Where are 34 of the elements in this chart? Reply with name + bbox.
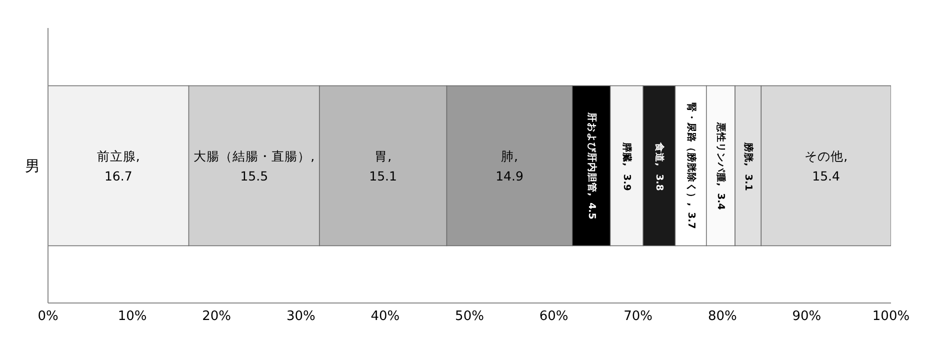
data-label: 3.7	[685, 212, 696, 229]
x-tick-label: 80%	[708, 309, 737, 324]
data-label: 14.9	[496, 168, 524, 184]
x-tick-label: 90%	[792, 309, 822, 324]
y-tick-label: 男	[25, 156, 40, 175]
series-label: 肝および肝内胆管,	[586, 112, 598, 196]
data-label: 3.1	[742, 174, 754, 191]
x-tick-label: 40%	[370, 309, 400, 324]
series-label: 食道,	[654, 142, 666, 166]
data-label: 16.7	[104, 168, 132, 184]
x-tick-label: 100%	[872, 309, 910, 324]
x-tick-label: 10%	[118, 309, 147, 324]
x-tick-label: 20%	[202, 309, 232, 324]
series-label: その他,	[804, 148, 848, 164]
data-label: 15.4	[812, 168, 840, 184]
x-tick-label: 0%	[38, 309, 58, 324]
series-label: 前立腺,	[96, 148, 140, 164]
x-tick-label: 50%	[455, 309, 484, 324]
series-label: 悪性リンパ腫,	[715, 122, 728, 186]
data-label: 3.9	[621, 174, 632, 191]
series-label: 大腸（結腸・直腸）,	[194, 148, 315, 164]
series-label: 膀胱,	[742, 142, 755, 166]
data-label: 15.5	[240, 168, 268, 184]
x-tick-label: 60%	[539, 309, 568, 324]
data-label: 3.4	[715, 193, 726, 210]
data-label: 3.8	[654, 174, 665, 192]
data-label: 15.1	[369, 168, 398, 184]
x-tick-label: 70%	[624, 309, 653, 324]
data-label: 4.5	[586, 202, 597, 220]
series-label: 胃,	[374, 148, 392, 164]
x-tick-label: 30%	[286, 309, 316, 324]
series-label: 膵臓,	[621, 142, 634, 166]
series-label: 腎・尿路（膀胱除く）,	[685, 102, 698, 206]
series-label: 肺,	[501, 148, 518, 164]
